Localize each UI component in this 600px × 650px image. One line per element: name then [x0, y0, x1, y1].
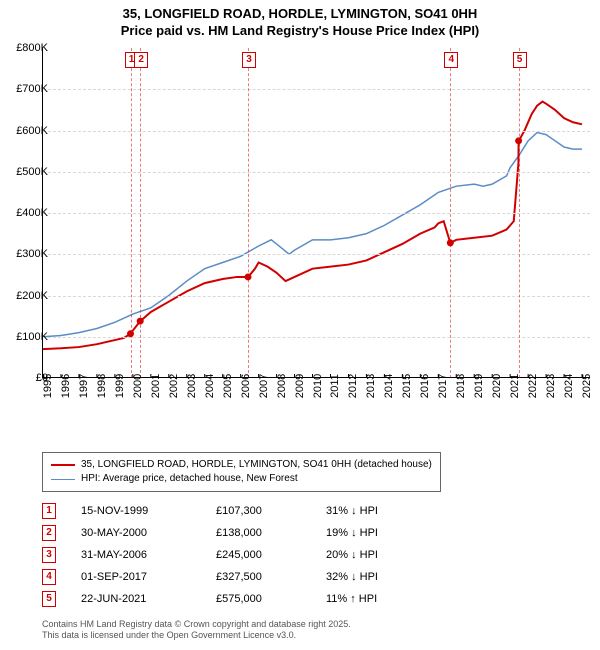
- event-date: 01-SEP-2017: [81, 571, 216, 583]
- x-axis-label: 2020: [491, 374, 503, 398]
- legend-item-hpi: HPI: Average price, detached house, New …: [51, 472, 432, 486]
- x-axis-label: 2009: [294, 374, 306, 398]
- y-axis-label: £600K: [16, 125, 48, 137]
- x-axis-label: 2004: [204, 374, 216, 398]
- x-axis-label: 1996: [60, 374, 72, 398]
- event-marker: 5: [513, 52, 527, 68]
- event-number: 4: [42, 569, 56, 585]
- chart-area: 12345 1995199619971998199920002001200220…: [42, 48, 590, 408]
- event-row: 5 22-JUN-2021£575,00011% ↑ HPI: [42, 588, 426, 610]
- x-axis-label: 2014: [383, 374, 395, 398]
- chart-title: 35, LONGFIELD ROAD, HORDLE, LYMINGTON, S…: [0, 0, 600, 40]
- event-row: 2 30-MAY-2000£138,00019% ↓ HPI: [42, 522, 426, 544]
- x-axis-label: 2024: [563, 374, 575, 398]
- legend-swatch: [51, 479, 75, 480]
- legend-swatch: [51, 464, 75, 466]
- x-axis-label: 2002: [168, 374, 180, 398]
- x-axis-label: 2021: [509, 374, 521, 398]
- event-diff: 19% ↓ HPI: [326, 527, 426, 539]
- x-axis-label: 1998: [96, 374, 108, 398]
- event-date: 15-NOV-1999: [81, 505, 216, 517]
- event-diff: 11% ↑ HPI: [326, 593, 426, 605]
- event-price: £245,000: [216, 549, 326, 561]
- event-price: £107,300: [216, 505, 326, 517]
- y-axis-label: £300K: [16, 248, 48, 260]
- event-price: £327,500: [216, 571, 326, 583]
- x-axis-label: 2000: [132, 374, 144, 398]
- plot-region: 12345: [42, 48, 590, 378]
- footer-attribution: Contains HM Land Registry data © Crown c…: [42, 619, 351, 642]
- x-axis-label: 2016: [419, 374, 431, 398]
- legend-label: HPI: Average price, detached house, New …: [81, 472, 298, 486]
- y-axis-label: £700K: [16, 83, 48, 95]
- x-axis-label: 2023: [545, 374, 557, 398]
- x-axis-label: 2011: [329, 374, 341, 398]
- x-axis-label: 2006: [240, 374, 252, 398]
- y-axis-label: £500K: [16, 166, 48, 178]
- x-axis-label: 2018: [455, 374, 467, 398]
- x-axis-label: 2005: [222, 374, 234, 398]
- y-axis-label: £400K: [16, 207, 48, 219]
- event-number: 2: [42, 525, 56, 541]
- x-axis-label: 2007: [258, 374, 270, 398]
- x-axis-label: 2022: [527, 374, 539, 398]
- x-axis-label: 2019: [473, 374, 485, 398]
- event-price: £138,000: [216, 527, 326, 539]
- legend-item-price-paid: 35, LONGFIELD ROAD, HORDLE, LYMINGTON, S…: [51, 458, 432, 472]
- x-axis-label: 2008: [276, 374, 288, 398]
- event-date: 31-MAY-2006: [81, 549, 216, 561]
- x-axis-label: 2025: [581, 374, 593, 398]
- event-row: 4 01-SEP-2017£327,50032% ↓ HPI: [42, 566, 426, 588]
- event-number: 3: [42, 547, 56, 563]
- x-axis-label: 2003: [186, 374, 198, 398]
- y-axis-label: £800K: [16, 42, 48, 54]
- x-axis-label: 2017: [437, 374, 449, 398]
- x-axis-label: 2015: [401, 374, 413, 398]
- event-number: 1: [42, 503, 56, 519]
- y-axis-label: £100K: [16, 331, 48, 343]
- x-axis-label: 1997: [78, 374, 90, 398]
- event-date: 30-MAY-2000: [81, 527, 216, 539]
- x-axis-label: 2010: [312, 374, 324, 398]
- x-axis-label: 2012: [347, 374, 359, 398]
- event-date: 22-JUN-2021: [81, 593, 216, 605]
- y-axis-label: £0: [36, 372, 48, 384]
- event-diff: 32% ↓ HPI: [326, 571, 426, 583]
- event-diff: 31% ↓ HPI: [326, 505, 426, 517]
- event-marker: 2: [134, 52, 148, 68]
- event-row: 1 15-NOV-1999£107,30031% ↓ HPI: [42, 500, 426, 522]
- legend-label: 35, LONGFIELD ROAD, HORDLE, LYMINGTON, S…: [81, 458, 432, 472]
- events-table: 1 15-NOV-1999£107,30031% ↓ HPI 2 30-MAY-200…: [42, 500, 426, 610]
- legend: 35, LONGFIELD ROAD, HORDLE, LYMINGTON, S…: [42, 452, 441, 492]
- x-axis-label: 2001: [150, 374, 162, 398]
- event-marker: 4: [444, 52, 458, 68]
- event-price: £575,000: [216, 593, 326, 605]
- event-marker: 3: [242, 52, 256, 68]
- event-row: 3 31-MAY-2006£245,00020% ↓ HPI: [42, 544, 426, 566]
- event-diff: 20% ↓ HPI: [326, 549, 426, 561]
- y-axis-label: £200K: [16, 290, 48, 302]
- x-axis-label: 1999: [114, 374, 126, 398]
- event-number: 5: [42, 591, 56, 607]
- x-axis-label: 2013: [365, 374, 377, 398]
